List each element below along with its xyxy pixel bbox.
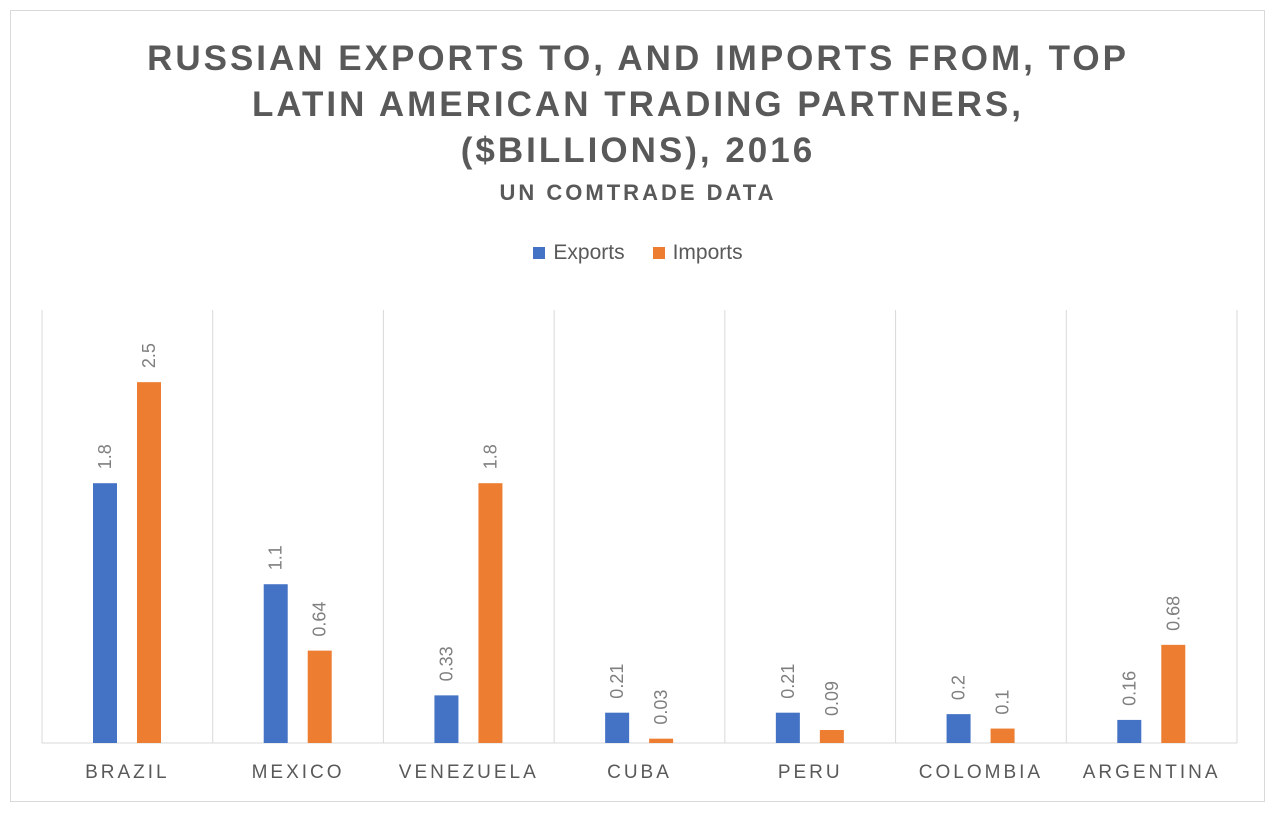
bar-exports: [93, 483, 117, 743]
chart-title-line: RUSSIAN EXPORTS TO, AND IMPORTS FROM, TO…: [147, 39, 1129, 78]
bar-imports: [819, 730, 844, 743]
data-label: 0.64: [310, 602, 330, 637]
bar-exports: [775, 712, 800, 743]
bar-imports: [478, 483, 503, 743]
data-label: 1.8: [95, 444, 115, 469]
bar-exports: [263, 584, 288, 743]
legend-swatch-imports: [652, 247, 665, 259]
x-tick-label: COLOMBIA: [919, 762, 1043, 783]
bar-imports: [137, 382, 161, 743]
data-label: 0.09: [822, 681, 842, 716]
x-tick-label: BRAZIL: [85, 762, 170, 783]
data-label: 1.8: [480, 444, 500, 469]
data-label: 0.1: [993, 690, 1013, 715]
data-label: 1.1: [266, 545, 286, 570]
bar-exports: [434, 695, 459, 743]
chart-border: [10, 10, 1265, 802]
data-label: 0.68: [1163, 596, 1183, 631]
chart-title-line: LATIN AMERICAN TRADING PARTNERS,: [252, 85, 1024, 124]
legend-label: Exports: [553, 241, 625, 264]
data-label: 0.21: [607, 664, 627, 699]
legend: Exports Imports: [0, 241, 1276, 265]
chart-title-line: ($BILLIONS), 2016: [460, 131, 816, 170]
data-label: 0.33: [436, 646, 456, 681]
x-tick-label: VENEZUELA: [399, 762, 539, 783]
bar-imports: [307, 650, 332, 743]
data-label: 0.2: [949, 675, 969, 700]
legend-label: Imports: [672, 241, 743, 264]
bar-exports: [605, 712, 630, 743]
bar-imports: [990, 728, 1015, 743]
x-tick-label: ARGENTINA: [1083, 762, 1221, 783]
legend-item-exports: Exports: [533, 241, 625, 265]
chart-title: RUSSIAN EXPORTS TO, AND IMPORTS FROM, TO…: [0, 36, 1276, 174]
bar-imports: [1161, 644, 1186, 743]
x-tick-label: MEXICO: [252, 762, 345, 783]
data-label: 0.16: [1119, 671, 1139, 706]
bar-exports: [1117, 719, 1142, 743]
legend-swatch-exports: [533, 247, 546, 259]
legend-item-imports: Imports: [652, 241, 743, 265]
data-label: 0.03: [651, 690, 671, 725]
x-tick-label: PERU: [778, 762, 843, 783]
chart-subtitle: UN COMTRADE DATA: [499, 180, 777, 205]
bar-imports: [649, 738, 674, 743]
bar-exports: [946, 714, 971, 743]
data-label: 2.5: [139, 343, 159, 368]
data-label: 0.21: [778, 664, 798, 699]
x-tick-label: CUBA: [607, 762, 672, 783]
